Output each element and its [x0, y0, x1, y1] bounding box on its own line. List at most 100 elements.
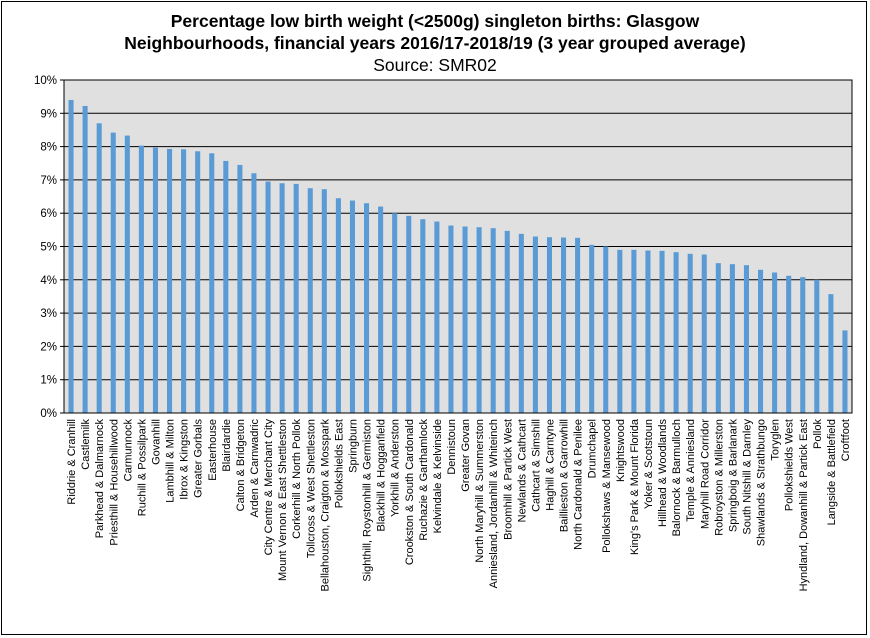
x-tick-label: Carmunnock: [122, 419, 134, 482]
x-tick-label: Lambhill & Milton: [165, 419, 177, 503]
x-tick-label: Newlands & Cathcart: [516, 419, 528, 522]
chart-title-line-1: Percentage low birth weight (<2500g) sin…: [170, 11, 700, 31]
bar: [786, 275, 792, 413]
bar: [138, 145, 144, 413]
x-tick-label: Maryhill Road Corridor: [699, 419, 711, 529]
bar: [631, 249, 637, 413]
x-tick-label: Yoker & Scotstoun: [643, 419, 655, 509]
x-tick-label: South Nitshill & Darnley: [741, 419, 753, 535]
x-tick-label: Knightswood: [615, 419, 627, 482]
x-tick-label: Langside & Battlefield: [826, 419, 838, 525]
bar: [96, 123, 102, 413]
x-tick-label: Pollokshields East: [333, 419, 345, 508]
bar: [364, 203, 370, 413]
x-tick-label: Sighthill, Roystonhill & Germiston: [362, 419, 374, 582]
bar: [575, 237, 581, 413]
x-tick-label: Pollokshaws & Mansewood: [601, 419, 613, 553]
bar: [462, 226, 468, 413]
bars: [68, 99, 848, 413]
x-tick-label: Pollokshields West: [784, 419, 796, 511]
x-tick-label: King's Park & Mount Florida: [629, 418, 641, 555]
bar: [209, 153, 215, 413]
x-tick-label: Drumchapel: [587, 419, 599, 478]
bar: [504, 230, 510, 413]
x-tick-label: Ruchill & Possilpark: [136, 419, 148, 517]
bar: [335, 198, 341, 413]
x-axis-tick-labels: Riddrie & Cranhill Castlemilk Parkhead & D…: [66, 418, 852, 591]
y-tick-label: 4%: [40, 275, 57, 287]
x-tick-label: Springburn: [347, 419, 359, 473]
x-tick-label: Kelvindale & Kelvinside: [432, 419, 444, 533]
x-tick-label: Greater Govan: [460, 419, 472, 492]
bar: [842, 330, 848, 413]
bar: [687, 253, 693, 413]
bar: [814, 279, 820, 413]
bar: [307, 188, 313, 413]
x-tick-label: Hyndland, Dowanhill & Partick East: [798, 419, 810, 591]
bar: [223, 160, 229, 413]
bar: [378, 206, 384, 413]
bar: [181, 149, 187, 413]
bar: [434, 221, 440, 413]
x-tick-label: Greater Gorbals: [193, 419, 205, 498]
bar: [758, 269, 764, 413]
y-tick-label: 10%: [34, 75, 57, 87]
x-tick-label: Calton & Bridgeton: [235, 419, 247, 511]
x-tick-label: Haghill & Carntyne: [544, 419, 556, 511]
x-tick-label: Arden & Carnwadric: [249, 419, 261, 518]
bar: [406, 215, 412, 413]
y-tick-label: 8%: [40, 142, 57, 154]
chart-title-block: Percentage low birth weight (<2500g) sin…: [0, 10, 870, 76]
bar: [603, 246, 609, 413]
x-tick-label: Yorkhill & Anderston: [390, 419, 402, 517]
bar: [743, 265, 749, 413]
x-tick-label: Anniesland, Jordanhill & Whiteinch: [488, 419, 500, 588]
bar: [110, 132, 116, 413]
y-tick-label: 0%: [40, 408, 57, 420]
y-tick-label: 1%: [40, 375, 57, 387]
bar: [265, 181, 271, 413]
bar: [152, 147, 158, 413]
bar: [645, 250, 651, 413]
x-tick-label: Broomhill & Partick West: [502, 419, 514, 540]
y-tick-label: 2%: [40, 341, 57, 353]
bar: [251, 173, 257, 413]
x-tick-label: Blairdardie: [221, 419, 233, 472]
bar: [349, 200, 355, 413]
x-tick-label: Croftfoot: [840, 419, 852, 461]
x-tick-label: Toryglen: [770, 419, 782, 461]
y-axis-tick-labels: 0% 1% 2% 3% 4% 5% 6% 7% 8% 9% 10%: [34, 75, 64, 420]
bar: [673, 252, 679, 413]
bar: [392, 213, 398, 413]
bar: [772, 272, 778, 413]
x-tick-label: Govanhill: [150, 419, 162, 465]
x-tick-label: Springboig & Barlanark: [727, 419, 739, 533]
y-tick-label: 5%: [40, 242, 57, 254]
bar: [589, 244, 595, 413]
x-tick-label: Bellahouston, Craigton & Mosspark: [319, 419, 331, 592]
x-tick-label: Ibrox & Kingston: [179, 419, 191, 500]
y-tick-label: 9%: [40, 108, 57, 120]
x-tick-label: City Centre & Merchant City: [263, 419, 275, 556]
bar: [490, 228, 496, 413]
bar: [124, 135, 130, 413]
bar: [561, 237, 567, 413]
x-tick-label: Riddrie & Cranhill: [66, 419, 78, 505]
bar: [729, 264, 735, 413]
bar: [420, 219, 426, 413]
x-tick-label: North Cardonald & Penilee: [573, 419, 585, 550]
bar: [293, 183, 299, 413]
bar: [476, 227, 482, 413]
bar: [659, 250, 665, 413]
chart-subtitle: Source: SMR02: [373, 55, 497, 75]
x-tick-label: Priesthill & Househillwood: [108, 419, 120, 546]
x-tick-label: Shawlands & Strathbungo: [756, 419, 768, 546]
y-tick-label: 3%: [40, 308, 57, 320]
x-tick-label: Easterhouse: [207, 419, 219, 481]
bar: [321, 189, 327, 413]
x-tick-label: Tollcross & West Shettleston: [305, 419, 317, 558]
bar: [518, 233, 524, 413]
bar: [237, 164, 243, 413]
x-tick-label: Castlemilk: [80, 419, 92, 470]
